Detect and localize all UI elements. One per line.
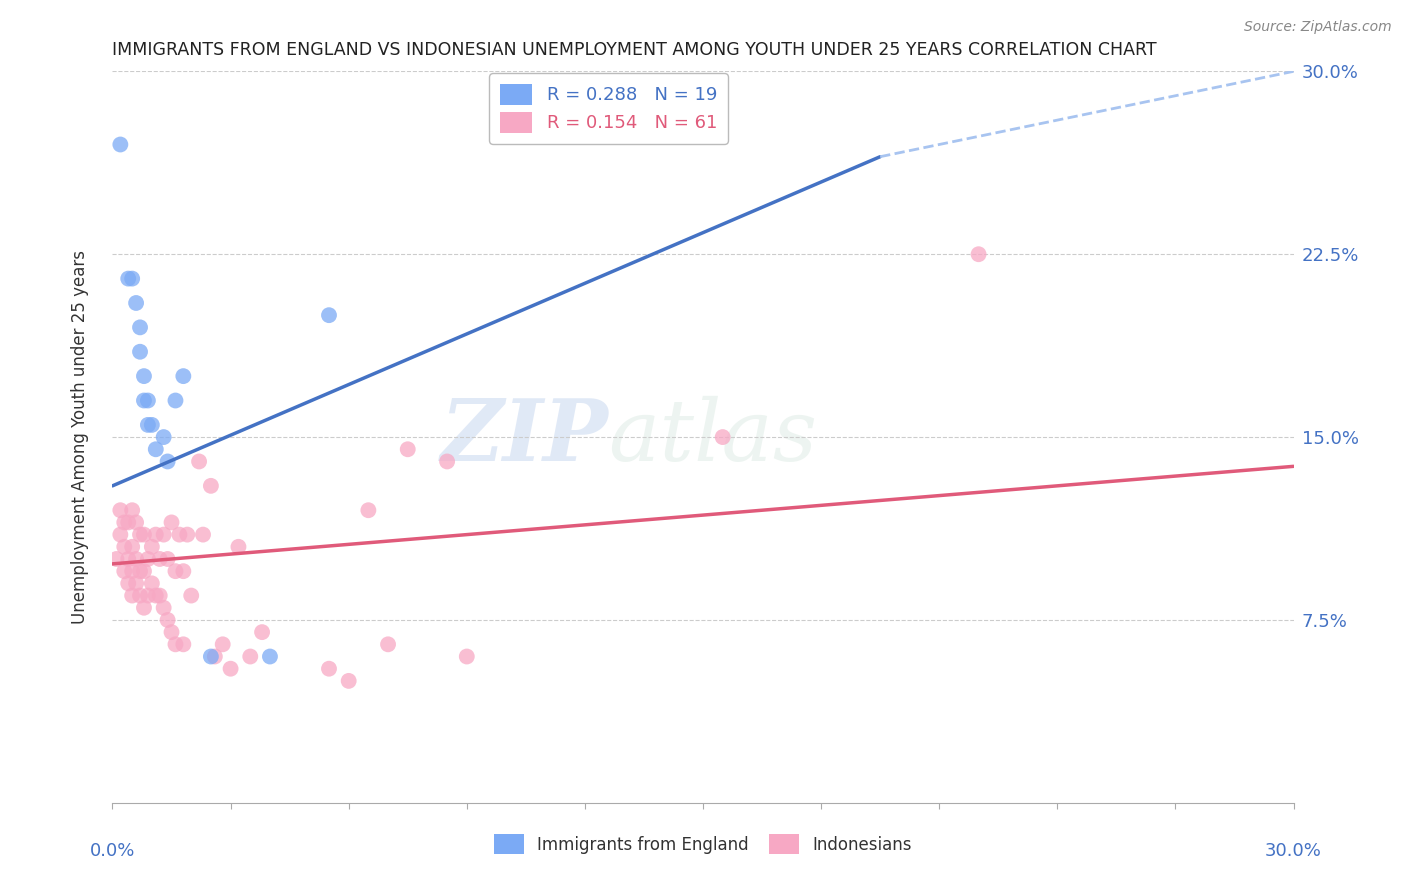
Point bbox=[145, 527, 167, 541]
Point bbox=[396, 442, 419, 457]
Point bbox=[156, 454, 179, 468]
Point bbox=[132, 564, 155, 578]
Point bbox=[141, 576, 163, 591]
Point bbox=[165, 393, 187, 408]
Point bbox=[117, 576, 139, 591]
Point bbox=[160, 625, 183, 640]
Point bbox=[200, 649, 222, 664]
Point bbox=[121, 589, 143, 603]
Point bbox=[105, 552, 128, 566]
Text: Source: ZipAtlas.com: Source: ZipAtlas.com bbox=[1244, 20, 1392, 34]
Point bbox=[250, 625, 273, 640]
Point bbox=[318, 308, 340, 322]
Text: atlas: atlas bbox=[609, 396, 818, 478]
Point bbox=[117, 271, 139, 285]
Y-axis label: Unemployment Among Youth under 25 years: Unemployment Among Youth under 25 years bbox=[70, 250, 89, 624]
Point bbox=[129, 320, 152, 334]
Point bbox=[160, 516, 183, 530]
Point bbox=[121, 271, 143, 285]
Text: 0.0%: 0.0% bbox=[90, 842, 135, 860]
Text: 30.0%: 30.0% bbox=[1265, 842, 1322, 860]
Point bbox=[188, 454, 211, 468]
Point bbox=[136, 417, 159, 432]
Text: IMMIGRANTS FROM ENGLAND VS INDONESIAN UNEMPLOYMENT AMONG YOUTH UNDER 25 YEARS CO: IMMIGRANTS FROM ENGLAND VS INDONESIAN UN… bbox=[112, 41, 1157, 59]
Point bbox=[180, 589, 202, 603]
Point bbox=[125, 516, 148, 530]
Point bbox=[132, 369, 155, 384]
Point bbox=[125, 552, 148, 566]
Point bbox=[152, 600, 174, 615]
Point bbox=[337, 673, 360, 688]
Point bbox=[141, 540, 163, 554]
Point bbox=[711, 430, 734, 444]
Point bbox=[377, 637, 399, 651]
Point bbox=[121, 503, 143, 517]
Point bbox=[125, 296, 148, 310]
Point bbox=[121, 540, 143, 554]
Point bbox=[456, 649, 478, 664]
Point bbox=[219, 662, 242, 676]
Point bbox=[318, 662, 340, 676]
Point bbox=[172, 637, 194, 651]
Point bbox=[145, 589, 167, 603]
Point bbox=[149, 589, 172, 603]
Point bbox=[136, 552, 159, 566]
Point bbox=[141, 417, 163, 432]
Point bbox=[156, 613, 179, 627]
Point bbox=[204, 649, 226, 664]
Point bbox=[125, 576, 148, 591]
Point bbox=[200, 479, 222, 493]
Point bbox=[152, 527, 174, 541]
Point bbox=[145, 442, 167, 457]
Point bbox=[149, 552, 172, 566]
Point bbox=[156, 552, 179, 566]
Point bbox=[132, 600, 155, 615]
Point bbox=[110, 137, 132, 152]
Point bbox=[176, 527, 198, 541]
Point bbox=[129, 344, 152, 359]
Point bbox=[110, 503, 132, 517]
Point bbox=[165, 564, 187, 578]
Point bbox=[259, 649, 281, 664]
Point bbox=[121, 564, 143, 578]
Point bbox=[172, 369, 194, 384]
Point bbox=[129, 589, 152, 603]
Point bbox=[436, 454, 458, 468]
Point bbox=[132, 393, 155, 408]
Point bbox=[172, 564, 194, 578]
Point bbox=[152, 430, 174, 444]
Point bbox=[112, 540, 135, 554]
Legend: Immigrants from England, Indonesians: Immigrants from England, Indonesians bbox=[488, 828, 918, 860]
Point bbox=[132, 527, 155, 541]
Text: ZIP: ZIP bbox=[440, 395, 609, 479]
Point bbox=[117, 516, 139, 530]
Point bbox=[211, 637, 233, 651]
Point bbox=[165, 637, 187, 651]
Point bbox=[136, 393, 159, 408]
Point bbox=[191, 527, 214, 541]
Point bbox=[129, 564, 152, 578]
Point bbox=[110, 527, 132, 541]
Point bbox=[112, 516, 135, 530]
Point bbox=[169, 527, 191, 541]
Point bbox=[129, 527, 152, 541]
Point bbox=[239, 649, 262, 664]
Point bbox=[967, 247, 990, 261]
Point bbox=[117, 552, 139, 566]
Point bbox=[136, 589, 159, 603]
Point bbox=[112, 564, 135, 578]
Point bbox=[357, 503, 380, 517]
Point bbox=[228, 540, 250, 554]
